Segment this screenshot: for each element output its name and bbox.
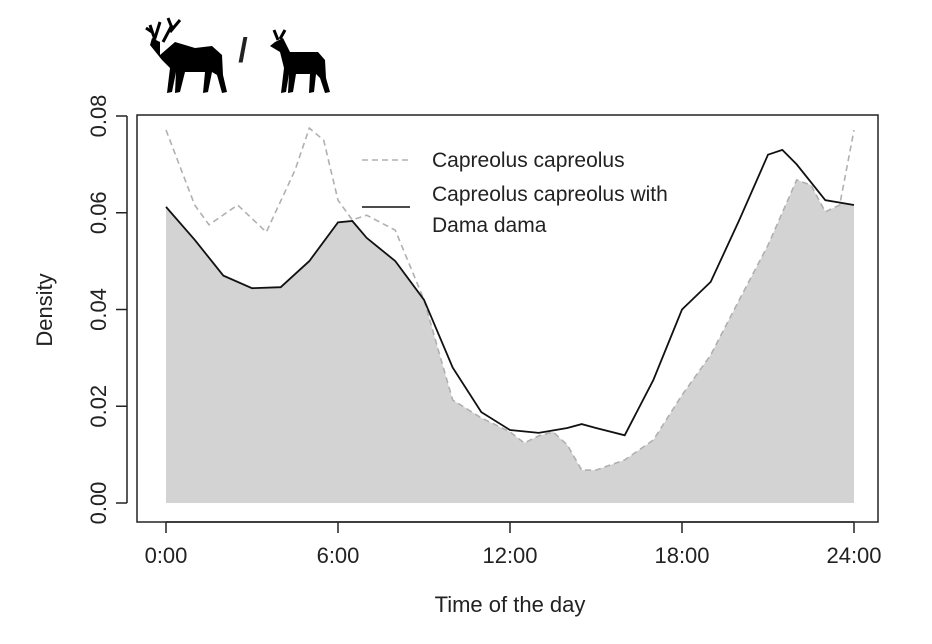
overlap-area <box>166 180 854 503</box>
y-tick-label: 0.00 <box>86 482 111 525</box>
deer-icon <box>270 29 330 93</box>
y-tick-label: 0.08 <box>86 95 111 138</box>
icon-separator: / <box>238 32 248 70</box>
x-tick-label: 0:00 <box>145 543 188 568</box>
x-tick-label: 18:00 <box>654 543 709 568</box>
y-tick-label: 0.02 <box>86 385 111 428</box>
legend-label: Capreolus capreolus with Dama dama <box>432 183 668 237</box>
x-tick-label: 6:00 <box>317 543 360 568</box>
legend-label: Capreolus capreolus <box>432 149 625 172</box>
y-axis-label: Density <box>32 273 57 346</box>
x-tick-label: 12:00 <box>482 543 537 568</box>
y-tick-label: 0.06 <box>86 191 111 234</box>
y-tick-label: 0.04 <box>86 288 111 331</box>
density-line <box>165 126 855 471</box>
deer-icon <box>145 17 227 93</box>
x-tick-label: 24:00 <box>826 543 881 568</box>
density-line <box>165 148 855 437</box>
x-axis-label: Time of the day <box>435 592 586 617</box>
